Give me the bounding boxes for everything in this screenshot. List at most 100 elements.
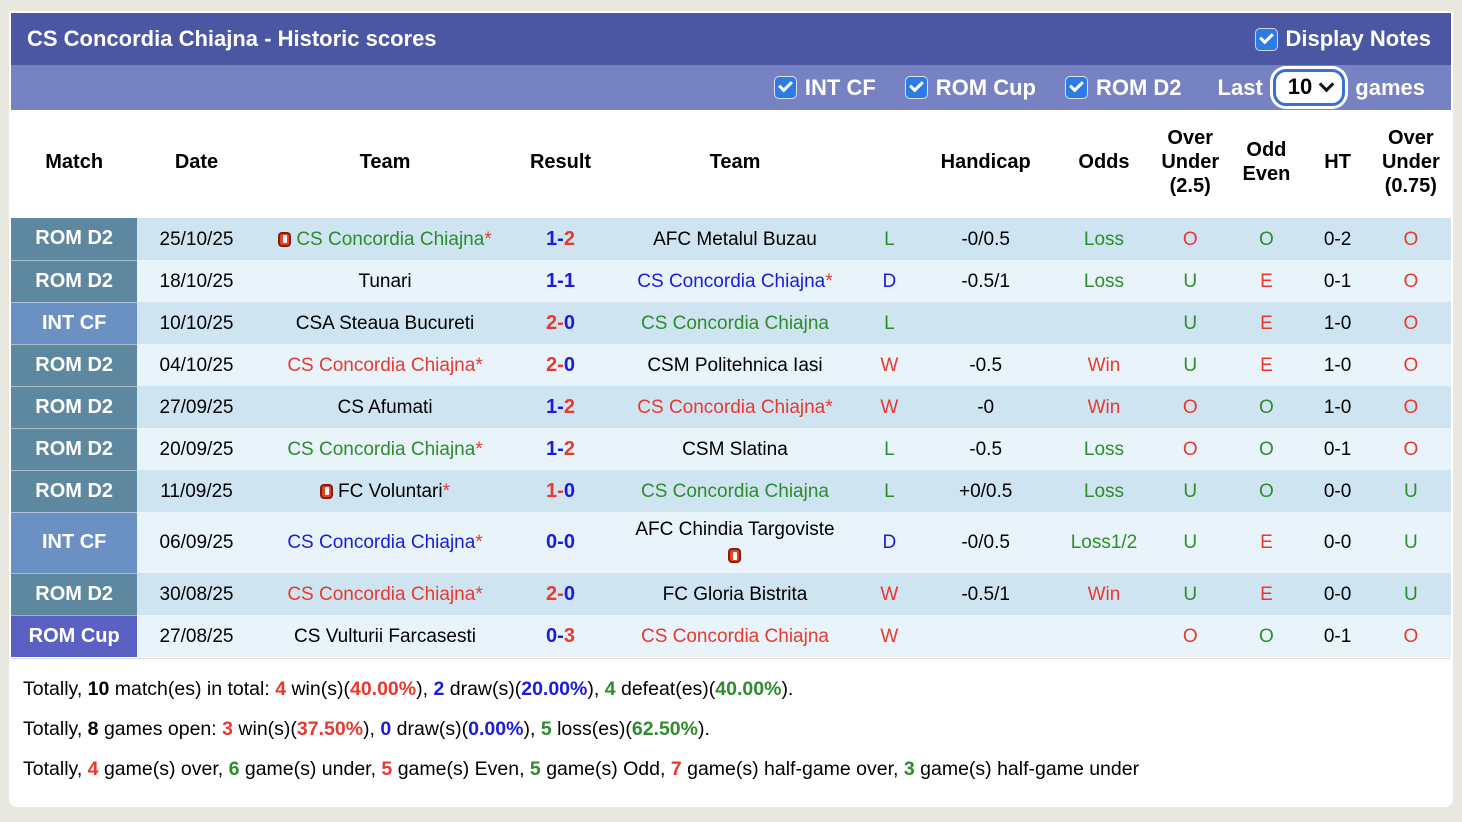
filter-rom-cup[interactable]: ROM Cup [905,74,1036,101]
col-match: Match [11,110,138,218]
odd-even: O [1259,625,1274,647]
totals-segment: 40.00% [715,677,782,700]
ht-score: 0-2 [1323,228,1352,250]
league-badge: ROM D2 [11,470,138,513]
handicap-value: -0.5 [969,438,1003,460]
table-row: ROM D2 11/09/25 FC Voluntari* 1-0 CS Concord… [11,470,1451,513]
match-date: 11/09/25 [160,480,233,502]
totals-segment: 3 [903,757,915,780]
red-card-icon [278,231,292,247]
over-under-2-5: O [1182,396,1198,418]
table-row: ROM Cup 27/08/25 CS Vulturii Farcasesti 0-3… [11,615,1451,658]
team-star: * [825,270,833,292]
wdl-indicator: W [880,354,899,376]
totals-segment: ), [587,677,605,700]
totals-segment: 5 [529,757,541,780]
red-card-icon [320,483,334,499]
rom-d2-checkbox[interactable] [1065,77,1087,98]
odd-even: E [1260,583,1273,605]
col-home-team: Team [255,110,515,218]
odd-even: O [1259,480,1274,502]
display-notes-toggle[interactable]: Display Notes [1255,26,1431,52]
match-date: 10/10/25 [159,312,234,334]
totals-segment: win(s)( [232,717,297,740]
handicap-value: -0.5/1 [961,270,1010,292]
score-separator: - [557,479,564,502]
team-name: CS Concordia Chiajna [637,270,826,292]
table-row: ROM D2 20/09/25 CS Concordia Chiajna* 1-2 CS… [11,428,1451,471]
away-team: CS Concordia Chiajna [607,302,864,344]
over-under-0-75: U [1403,480,1418,502]
totals-segment: game(s) under, [239,757,382,780]
rom-cup-label: ROM Cup [935,74,1036,100]
score-away: 0 [563,353,575,376]
filter-int-cf[interactable]: INT CF [774,75,876,101]
team-name: CS Afumati [337,396,433,418]
totals-segment: game(s) half-game over, [681,757,904,780]
table-row: ROM D2 30/08/25 CS Concordia Chiajna* 2-0 FC… [11,573,1451,616]
handicap-value: -0 [977,396,995,418]
score-separator: - [557,311,564,334]
odds-result: Win [1087,354,1121,376]
totals-segment: ). [781,677,794,700]
score-home: 1 [546,269,558,292]
totals-segment: ), [363,717,381,740]
totals-summary: Totally, 10 match(es) in total: 4 win(s)… [11,657,1451,805]
handicap-value: -0/0.5 [961,532,1010,553]
last-label: Last [1217,74,1263,100]
score-separator: - [557,353,564,376]
odd-even: O [1259,396,1274,418]
table-row: ROM D2 25/10/25 CS Concordia Chiajna* 1-2 AF… [11,218,1451,261]
team-name: CSM Politehnica Iasi [647,354,823,376]
totals-segment: loss(es)( [551,717,632,740]
team-name: CS Concordia Chiajna [287,354,476,376]
wdl-indicator: L [884,438,895,460]
wdl-indicator: W [880,396,899,418]
match-result: 0-0 [514,512,606,573]
totals-segment: 4 [604,677,616,700]
col-wdl [863,110,916,218]
results-tbody: ROM D2 25/10/25 CS Concordia Chiajna* 1-2 AF… [11,218,1451,658]
away-team: AFC Chindia Targoviste [607,512,864,573]
league-badge: INT CF [11,512,138,574]
over-under-2-5: U [1183,480,1198,502]
match-date: 27/08/25 [159,625,234,647]
int-cf-checkbox[interactable] [774,77,796,98]
col-date: Date [137,110,256,218]
match-result: 2-0 [514,302,606,344]
last-games-group: Last 10 games [1218,69,1425,106]
odd-even: E [1260,532,1273,553]
last-games-select[interactable]: 10 [1272,69,1346,106]
totals-segment: game(s) half-game under [914,757,1140,780]
over-under-2-5: U [1183,270,1198,292]
ht-score: 0-1 [1323,625,1352,647]
table-row: INT CF 10/10/25 CSA Steaua Bucureti 2-0 CS C… [11,302,1451,345]
totals-segment: 5 [540,717,552,740]
totals-segment: 0 [380,717,392,740]
rom-cup-checkbox[interactable] [905,77,927,98]
ht-score: 0-1 [1323,270,1352,292]
handicap-value: -0.5/1 [961,583,1010,605]
ht-score: 0-0 [1323,532,1352,553]
match-result: 0-3 [514,615,606,657]
over-under-2-5: U [1183,312,1198,334]
league-badge: ROM D2 [11,386,138,429]
away-team: CS Concordia Chiajna [607,615,864,657]
over-under-2-5: O [1182,438,1198,460]
display-notes-checkbox[interactable] [1255,28,1277,50]
filter-rom-d2[interactable]: ROM D2 [1065,74,1182,101]
totals-segment: ), [416,677,434,700]
home-team: FC Voluntari* [256,470,515,512]
score-away: 2 [563,395,575,418]
table-row: ROM D2 27/09/25 CS Afumati 1-2 CS Concordia … [11,386,1451,429]
match-result: 2-0 [514,344,606,386]
odd-even: E [1260,270,1273,292]
totals-segment: games open: [98,717,223,740]
over-under-0-75: O [1403,354,1419,376]
totals-segment: 4 [87,757,99,780]
odd-even: E [1260,354,1273,376]
score-separator: - [557,269,564,292]
match-date: 04/10/25 [159,354,234,376]
rom-d2-label: ROM D2 [1095,74,1182,100]
totals-segment: game(s) Odd, [540,757,671,780]
